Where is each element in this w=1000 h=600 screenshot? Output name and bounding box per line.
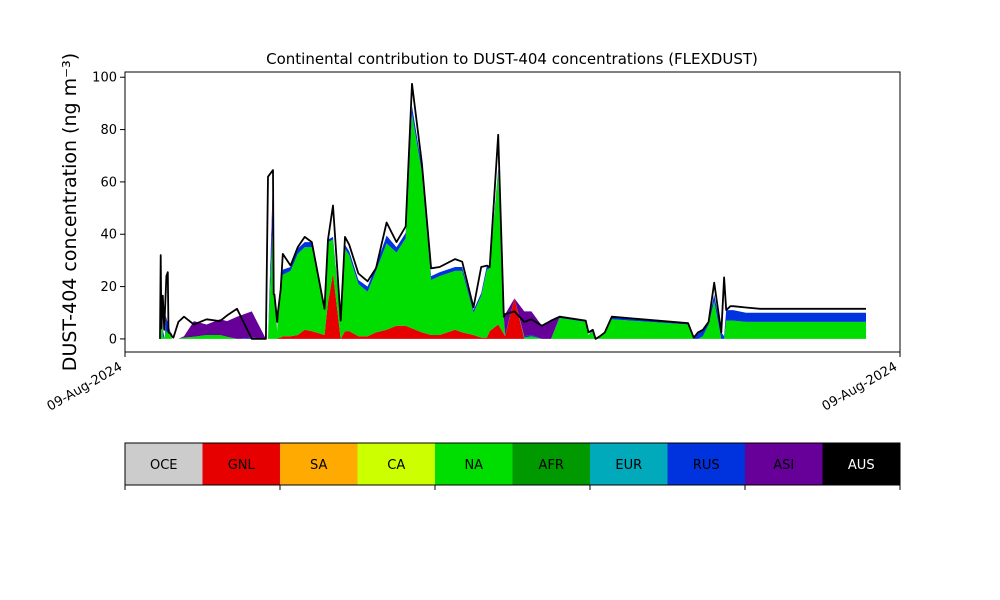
y-tick-label: 100 <box>92 71 117 86</box>
y-tick-label: 0 <box>109 332 117 347</box>
colorbar-label-na: NA <box>464 458 483 473</box>
colorbar-swatch-eur <box>590 443 668 485</box>
colorbar-label-sa: SA <box>310 458 327 473</box>
colorbar-swatch-afr <box>512 443 591 485</box>
stacked-area-layers <box>160 106 866 339</box>
colorbar-swatch-sa <box>280 443 358 485</box>
colorbar-swatch-gnl <box>202 443 281 485</box>
plot-frame <box>124 71 901 353</box>
y-tick-label: 80 <box>100 123 117 138</box>
colorbar-label-aus: AUS <box>848 458 875 473</box>
x-axis-ticks <box>124 352 901 357</box>
continent-colorbar: OCE GNL SA CA NA AFR EUR RUS ASI AUS <box>124 442 901 490</box>
colorbar-label-rus: RUS <box>693 458 720 473</box>
colorbar-label-eur: EUR <box>615 458 642 473</box>
colorbar-label-afr: AFR <box>539 458 564 473</box>
colorbar-swatch-rus <box>667 443 746 485</box>
colorbar-swatch-oce <box>125 443 203 485</box>
colorbar-label-asi: ASI <box>773 458 794 473</box>
colorbar-label-gnl: GNL <box>228 458 256 473</box>
colorbar-swatch-ca <box>357 443 436 485</box>
area-na <box>160 113 866 339</box>
y-axis-label: DUST-404 concentration (ng m⁻³) <box>59 53 81 371</box>
y-tick-label: 40 <box>100 228 117 243</box>
y-tick-label: 20 <box>100 280 117 295</box>
y-axis-ticks: 0 20 40 60 80 100 <box>92 71 125 347</box>
area-gnl <box>160 273 866 339</box>
colorbar-swatch-asi <box>745 443 823 485</box>
colorbar-frame <box>124 442 901 486</box>
area-rus <box>160 106 866 339</box>
colorbar-swatch-aus <box>822 443 901 485</box>
colorbar-swatch-na <box>435 443 513 485</box>
colorbar-label-oce: OCE <box>150 458 178 473</box>
total-concentration-line <box>159 82 866 340</box>
colorbar-label-ca: CA <box>387 458 405 473</box>
y-tick-label: 60 <box>100 175 117 190</box>
chart-title: Continental contribution to DUST-404 con… <box>266 50 758 68</box>
